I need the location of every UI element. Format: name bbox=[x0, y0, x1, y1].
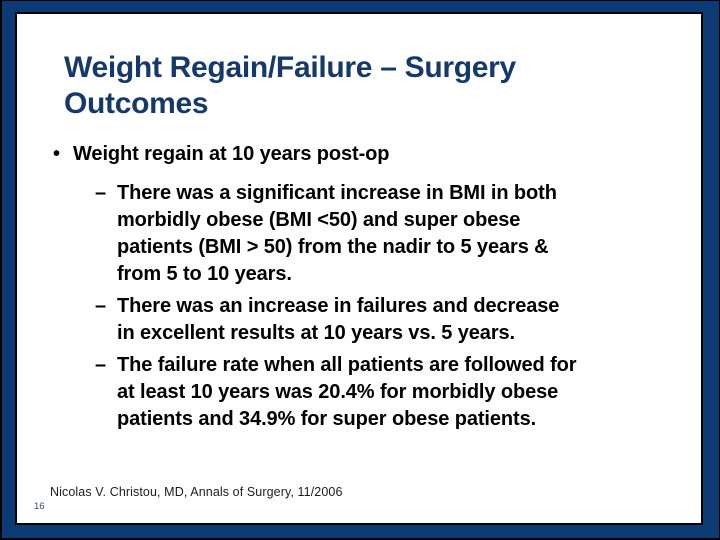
bullet-marker-dot: • bbox=[53, 143, 61, 165]
bullet-text: Weight regain at 10 years post-op bbox=[73, 143, 390, 165]
bullet-marker-dash: – bbox=[95, 354, 107, 376]
bullet-item: – The failure rate when all patients are… bbox=[17, 352, 685, 433]
bullet-text: The failure rate when all patients are f… bbox=[117, 354, 577, 430]
bullet-marker-dash: – bbox=[95, 295, 107, 317]
bullet-item: – There was a significant increase in BM… bbox=[17, 180, 685, 288]
citation-text: Nicolas V. Christou, MD, Annals of Surge… bbox=[50, 485, 343, 499]
slide-title: Weight Regain/Failure – Surgery Outcomes bbox=[64, 51, 516, 121]
bullet-marker-dash: – bbox=[95, 182, 107, 204]
bullet-text: There was a significant increase in BMI … bbox=[117, 182, 557, 285]
bullet-list: • Weight regain at 10 years post-op – Th… bbox=[17, 141, 685, 438]
bullet-text: There was an increase in failures and de… bbox=[117, 295, 560, 344]
slide-content-panel: Weight Regain/Failure – Surgery Outcomes… bbox=[15, 12, 703, 525]
page-number: 16 bbox=[34, 501, 45, 512]
bullet-item: • Weight regain at 10 years post-op bbox=[17, 141, 685, 168]
bullet-item: – There was an increase in failures and … bbox=[17, 293, 685, 347]
